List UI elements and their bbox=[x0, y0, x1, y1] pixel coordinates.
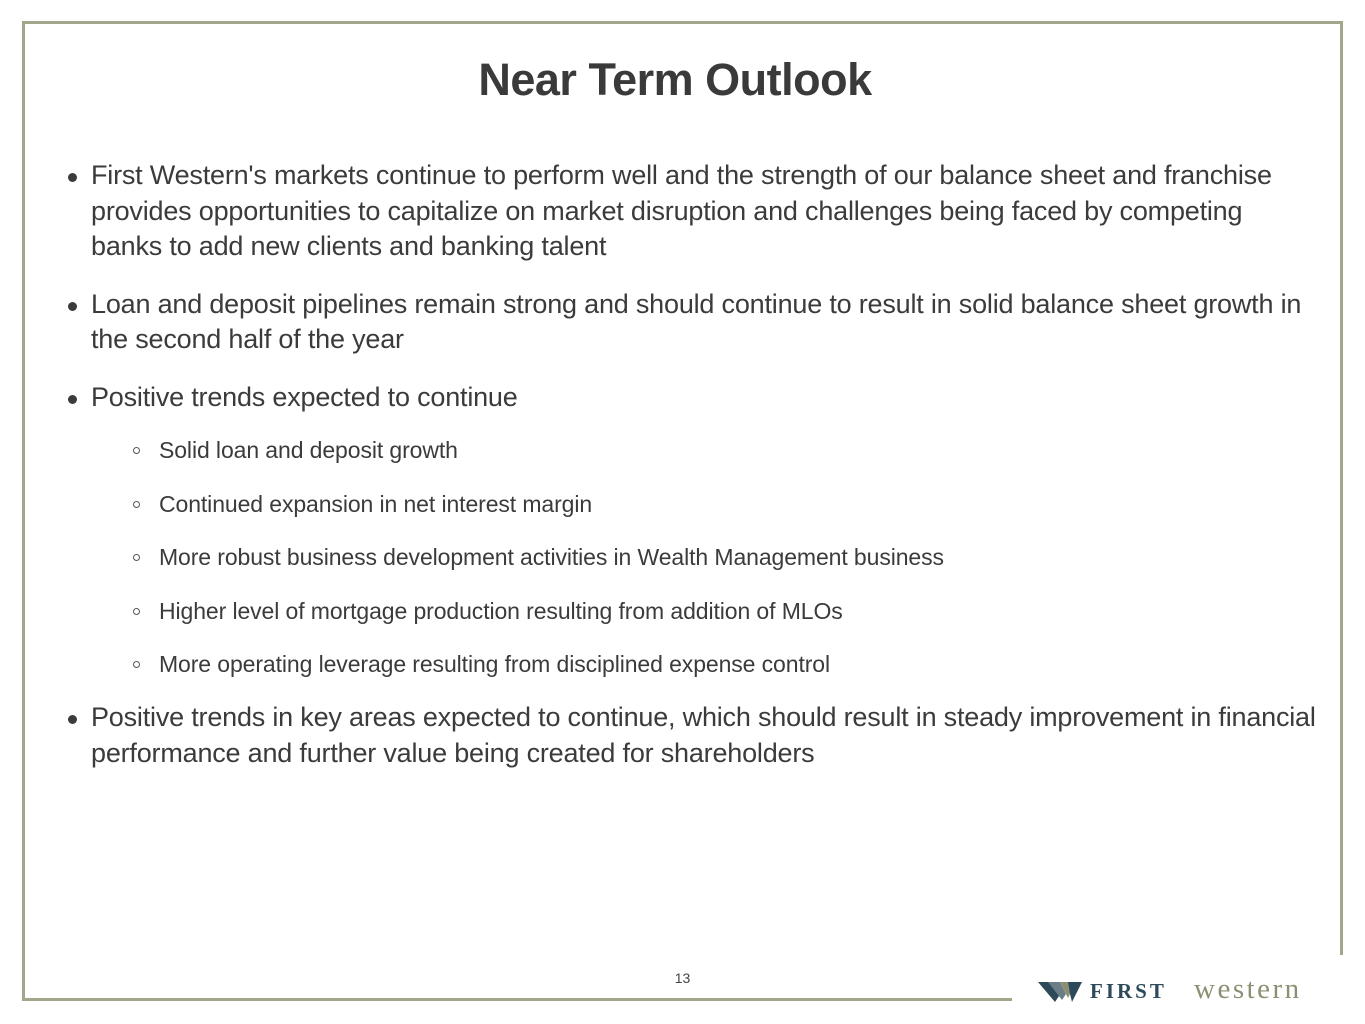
frame-right-edge bbox=[1340, 21, 1343, 955]
sub-bullet-ring-icon bbox=[133, 661, 140, 668]
bullet-item: Loan and deposit pipelines remain strong… bbox=[66, 287, 1316, 358]
sub-bullet-item: Higher level of mortgage production resu… bbox=[66, 597, 1316, 625]
bullet-text: Positive trends expected to continue bbox=[91, 381, 518, 412]
sub-bullet-text: More operating leverage resulting from d… bbox=[159, 651, 830, 677]
bullet-item: Positive trends expected to continue Sol… bbox=[66, 380, 1316, 679]
bullet-item: Positive trends in key areas expected to… bbox=[66, 700, 1316, 771]
sub-bullet-text: More robust business development activit… bbox=[159, 544, 944, 570]
first-western-w-mark-icon bbox=[1038, 982, 1082, 1002]
bullet-dot-icon bbox=[68, 173, 77, 182]
bullet-dot-icon bbox=[68, 394, 77, 404]
bullet-dot-icon bbox=[68, 715, 77, 724]
sub-bullet-text: Solid loan and deposit growth bbox=[159, 437, 458, 463]
page-title: Near Term Outlook bbox=[478, 54, 872, 105]
sub-bullet-item: Solid loan and deposit growth bbox=[66, 436, 1316, 464]
bullet-list: First Western's markets continue to perf… bbox=[66, 158, 1316, 771]
logo-text-western: western bbox=[1194, 973, 1302, 1005]
sub-bullet-ring-icon bbox=[133, 447, 140, 454]
bullet-text: First Western's markets continue to perf… bbox=[91, 160, 1272, 261]
sub-bullet-item: More operating leverage resulting from d… bbox=[66, 650, 1316, 678]
sub-bullet-text: Continued expansion in net interest marg… bbox=[159, 490, 593, 517]
first-western-logo: FIRST western bbox=[1038, 973, 1348, 1006]
logo-text-first: FIRST bbox=[1090, 979, 1167, 1003]
sub-bullet-ring-icon bbox=[133, 607, 140, 615]
page-number: 13 bbox=[674, 970, 691, 986]
sub-bullet-item: More robust business development activit… bbox=[66, 543, 1316, 571]
bullet-text: Positive trends in key areas expected to… bbox=[91, 702, 1316, 768]
sub-bullet-ring-icon bbox=[133, 554, 140, 561]
sub-bullet-ring-icon bbox=[133, 500, 140, 508]
bullet-text: Loan and deposit pipelines remain strong… bbox=[91, 288, 1302, 355]
bullet-item: First Western's markets continue to perf… bbox=[66, 158, 1316, 265]
sub-bullet-list: Solid loan and deposit growth Continued … bbox=[91, 436, 1316, 678]
bullet-dot-icon bbox=[68, 301, 77, 311]
sub-bullet-item: Continued expansion in net interest marg… bbox=[66, 490, 1316, 518]
sub-bullet-text: Higher level of mortgage production resu… bbox=[159, 597, 843, 624]
